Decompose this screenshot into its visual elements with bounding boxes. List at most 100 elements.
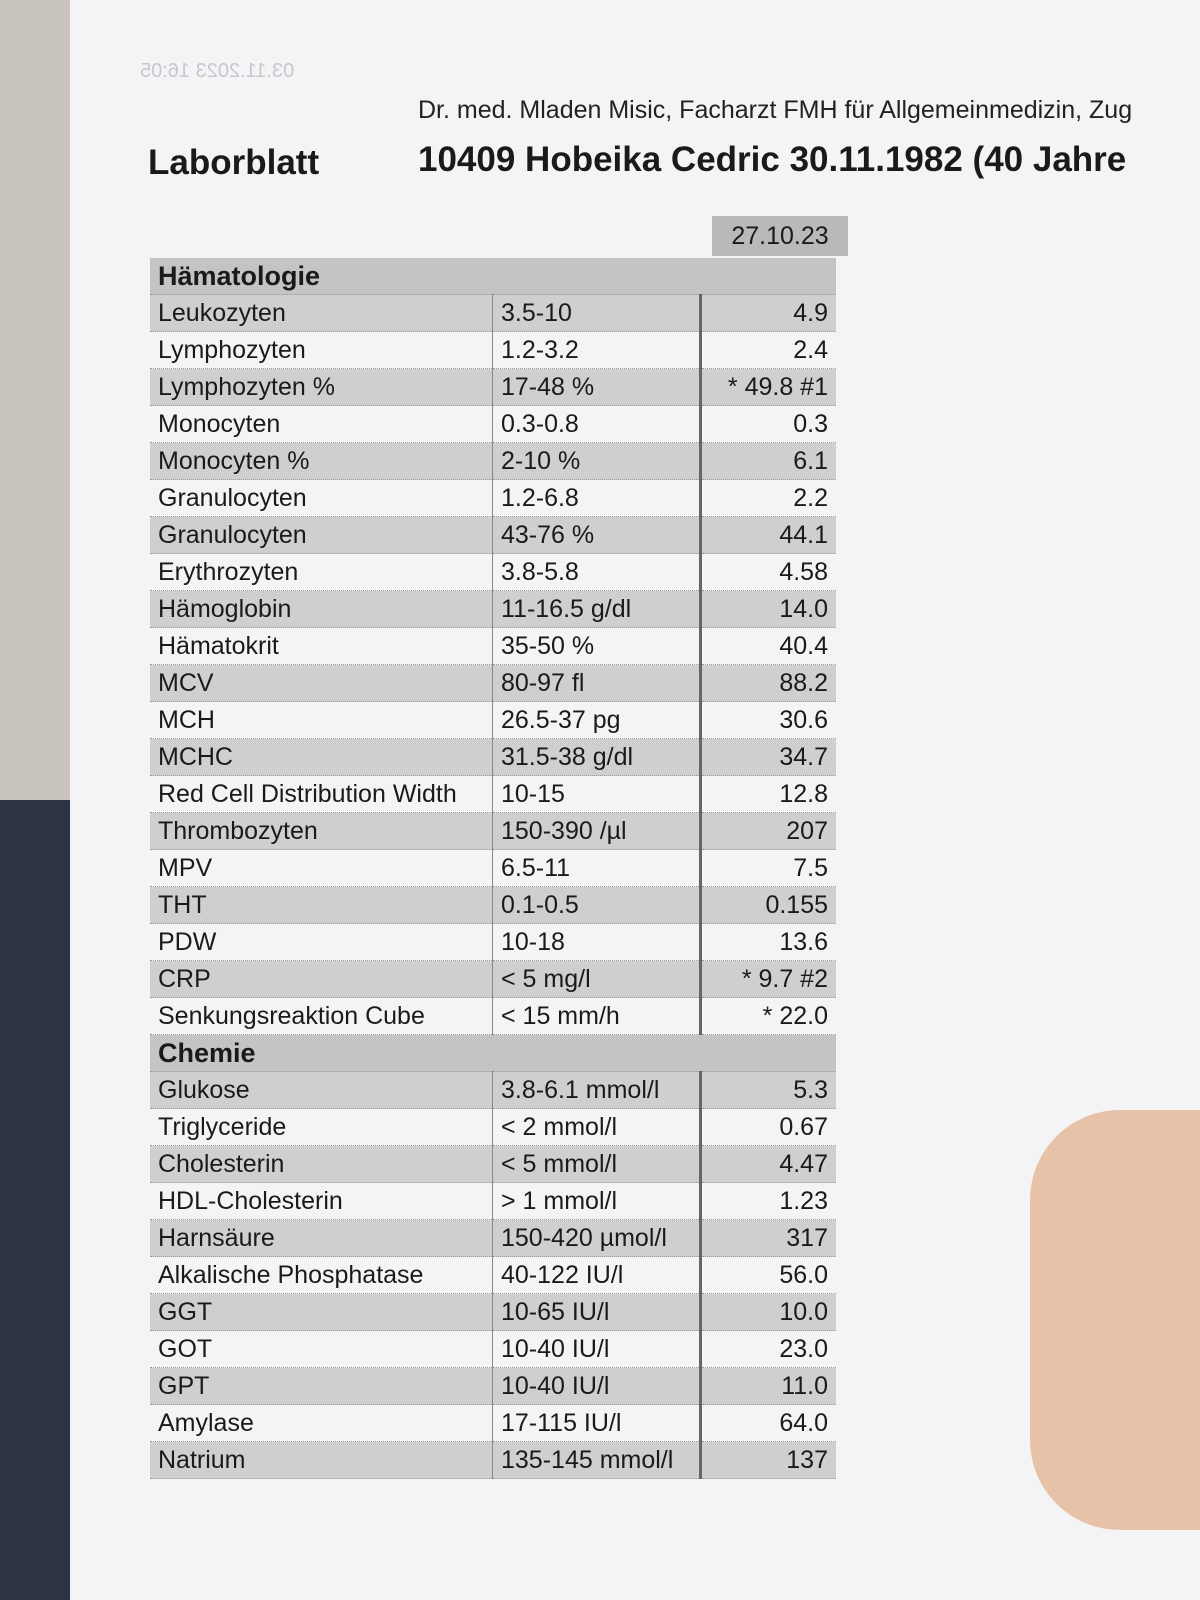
- lab-row: Monocyten % 2-10 % 6.1: [150, 442, 836, 480]
- test-name: Hämoglobin: [150, 590, 493, 628]
- test-name: Harnsäure: [150, 1219, 493, 1257]
- result: 0.3: [699, 405, 836, 443]
- test-name: Monocyten %: [150, 442, 493, 480]
- sheet-title: Laborblatt: [148, 143, 320, 182]
- test-name: CRP: [150, 960, 493, 998]
- lab-row: MCV 80-97 fl 88.2: [150, 664, 836, 702]
- result: 1.23: [699, 1182, 836, 1220]
- reference-range: 11-16.5 g/dl: [492, 590, 701, 628]
- lab-row: MCHC 31.5-38 g/dl 34.7: [150, 738, 836, 776]
- result: 10.0: [699, 1293, 836, 1331]
- result: 13.6: [699, 923, 836, 961]
- reference-range: < 5 mg/l: [492, 960, 701, 998]
- result: 2.4: [699, 331, 836, 369]
- lab-row: Monocyten 0.3-0.8 0.3: [150, 405, 836, 443]
- result: 4.9: [699, 294, 836, 332]
- test-name: Granulocyten: [150, 479, 493, 517]
- lab-table: Hämatologie Leukozyten 3.5-10 4.9 Lymphozyte…: [150, 258, 836, 1479]
- date-header: 27.10.23: [712, 216, 848, 256]
- result: * 9.7 #2: [699, 960, 836, 998]
- reference-range: 17-115 IU/l: [492, 1404, 701, 1442]
- test-name: Monocyten: [150, 405, 493, 443]
- result: 23.0: [699, 1330, 836, 1368]
- lab-row: Granulocyten 43-76 % 44.1: [150, 516, 836, 554]
- lab-row: Lymphozyten % 17-48 % * 49.8 #1: [150, 368, 836, 406]
- doctor: Dr. med. Mladen Misic, Facharzt FMH für …: [418, 96, 1133, 124]
- lab-row: Hämoglobin 11-16.5 g/dl 14.0: [150, 590, 836, 628]
- lab-row: MCH 26.5-37 pg 30.6: [150, 701, 836, 739]
- lab-row: Erythrozyten 3.8-5.8 4.58: [150, 553, 836, 591]
- test-name: Lymphozyten: [150, 331, 493, 369]
- lab-row: Glukose 3.8-6.1 mmol/l 5.3: [150, 1071, 836, 1109]
- section-title: Hämatologie: [150, 258, 701, 295]
- reference-range: 1.2-6.8: [492, 479, 701, 517]
- section-row: Hämatologie: [150, 258, 836, 295]
- reference-range: 10-65 IU/l: [492, 1293, 701, 1331]
- reference-range: 10-40 IU/l: [492, 1330, 701, 1368]
- result: 5.3: [699, 1071, 836, 1109]
- test-name: Senkungsreaktion Cube: [150, 997, 493, 1035]
- reference-range: 3.8-5.8: [492, 553, 701, 591]
- result: 7.5: [699, 849, 836, 887]
- lab-row: PDW 10-18 13.6: [150, 923, 836, 961]
- result: 4.58: [699, 553, 836, 591]
- lab-row: Harnsäure 150-420 µmol/l 317: [150, 1219, 836, 1257]
- reference-range: 26.5-37 pg: [492, 701, 701, 739]
- lab-row: Amylase 17-115 IU/l 64.0: [150, 1404, 836, 1442]
- reference-range: 150-390 /µl: [492, 812, 701, 850]
- test-name: Hämatokrit: [150, 627, 493, 665]
- test-name: Cholesterin: [150, 1145, 493, 1183]
- lab-row: Triglyceride < 2 mmol/l 0.67: [150, 1108, 836, 1146]
- test-name: PDW: [150, 923, 493, 961]
- lab-row: GPT 10-40 IU/l 11.0: [150, 1367, 836, 1405]
- test-name: GGT: [150, 1293, 493, 1331]
- test-name: Amylase: [150, 1404, 493, 1442]
- section-spacer: [700, 258, 836, 295]
- reference-range: 31.5-38 g/dl: [492, 738, 701, 776]
- lab-row: CRP < 5 mg/l * 9.7 #2: [150, 960, 836, 998]
- result: 137: [699, 1441, 836, 1479]
- reference-range: 135-145 mmol/l: [492, 1441, 701, 1479]
- section-spacer: [700, 1034, 836, 1072]
- result: 0.155: [699, 886, 836, 924]
- lab-row: Alkalische Phosphatase 40-122 IU/l 56.0: [150, 1256, 836, 1294]
- reference-range: 43-76 %: [492, 516, 701, 554]
- thumb: [1030, 1110, 1200, 1530]
- lab-row: Natrium 135-145 mmol/l 137: [150, 1441, 836, 1479]
- test-name: Thrombozyten: [150, 812, 493, 850]
- result: 4.47: [699, 1145, 836, 1183]
- lab-row: Granulocyten 1.2-6.8 2.2: [150, 479, 836, 517]
- test-name: Red Cell Distribution Width: [150, 775, 493, 813]
- result: 14.0: [699, 590, 836, 628]
- result: 2.2: [699, 479, 836, 517]
- lab-row: Red Cell Distribution Width 10-15 12.8: [150, 775, 836, 813]
- reference-range: 10-15: [492, 775, 701, 813]
- section-row: Chemie: [150, 1034, 836, 1072]
- result: 44.1: [699, 516, 836, 554]
- reference-range: 80-97 fl: [492, 664, 701, 702]
- lab-row: MPV 6.5-11 7.5: [150, 849, 836, 887]
- test-name: Erythrozyten: [150, 553, 493, 591]
- result: * 49.8 #1: [699, 368, 836, 406]
- lab-row: Hämatokrit 35-50 % 40.4: [150, 627, 836, 665]
- reference-range: < 15 mm/h: [492, 997, 701, 1035]
- result: 30.6: [699, 701, 836, 739]
- result: * 22.0: [699, 997, 836, 1035]
- test-name: Natrium: [150, 1441, 493, 1479]
- test-name: MCH: [150, 701, 493, 739]
- paper: 03.11.2023 16:05 Dr. med. Mladen Misic, …: [70, 0, 1200, 1600]
- lab-row: GGT 10-65 IU/l 10.0: [150, 1293, 836, 1331]
- section-title: Chemie: [150, 1034, 701, 1072]
- result: 56.0: [699, 1256, 836, 1294]
- reference-range: 10-18: [492, 923, 701, 961]
- reference-range: > 1 mmol/l: [492, 1182, 701, 1220]
- reference-range: 17-48 %: [492, 368, 701, 406]
- result: 207: [699, 812, 836, 850]
- reference-range: 150-420 µmol/l: [492, 1219, 701, 1257]
- result: 6.1: [699, 442, 836, 480]
- test-name: Triglyceride: [150, 1108, 493, 1146]
- lab-row: GOT 10-40 IU/l 23.0: [150, 1330, 836, 1368]
- reference-range: 2-10 %: [492, 442, 701, 480]
- reference-range: < 5 mmol/l: [492, 1145, 701, 1183]
- patient: 10409 Hobeika Cedric 30.11.1982 (40 Jahr…: [418, 140, 1127, 179]
